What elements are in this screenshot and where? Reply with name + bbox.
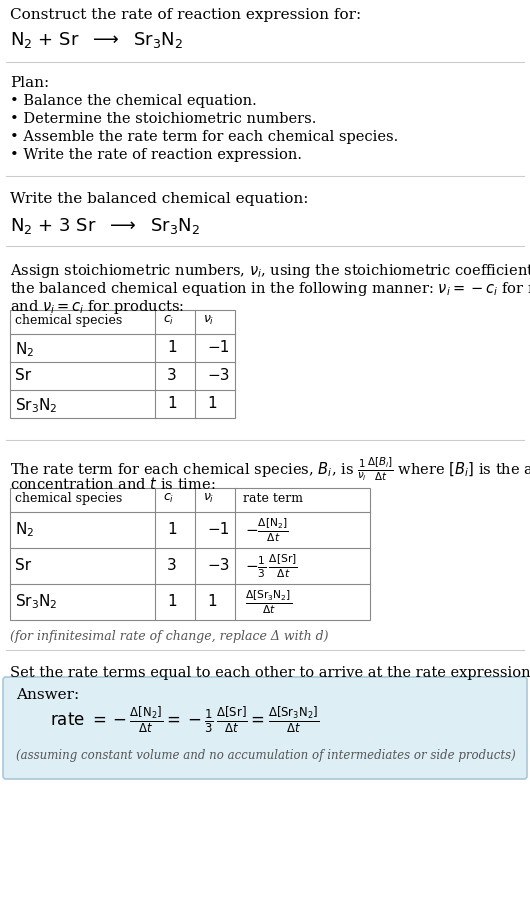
Text: 3: 3 (167, 368, 176, 383)
Text: Write the balanced chemical equation:: Write the balanced chemical equation: (10, 192, 308, 206)
Text: 1: 1 (167, 396, 176, 411)
Text: the balanced chemical equation in the following manner: $\nu_i = -c_i$ for react: the balanced chemical equation in the fo… (10, 280, 530, 298)
Text: • Balance the chemical equation.: • Balance the chemical equation. (10, 94, 257, 108)
Text: Assign stoichiometric numbers, $\nu_i$, using the stoichiometric coefficients, $: Assign stoichiometric numbers, $\nu_i$, … (10, 262, 530, 280)
Text: $\mathrm{N_2}$ + 3 Sr  $\longrightarrow$  $\mathrm{Sr_3N_2}$: $\mathrm{N_2}$ + 3 Sr $\longrightarrow$ … (10, 216, 200, 236)
Text: $\mathrm{N_2}$ + Sr  $\longrightarrow$  $\mathrm{Sr_3N_2}$: $\mathrm{N_2}$ + Sr $\longrightarrow$ $\… (10, 30, 183, 50)
Text: and $\nu_i = c_i$ for products:: and $\nu_i = c_i$ for products: (10, 298, 184, 316)
Text: −1: −1 (207, 340, 229, 355)
Text: $\nu_i$: $\nu_i$ (203, 314, 214, 327)
Text: 1: 1 (207, 396, 217, 411)
Text: concentration and $t$ is time:: concentration and $t$ is time: (10, 476, 216, 492)
Bar (10, 488, 370, 620)
Text: 1: 1 (167, 595, 176, 609)
Text: Sr: Sr (15, 558, 31, 574)
Text: chemical species: chemical species (15, 492, 122, 505)
Text: $\mathrm{N_2}$: $\mathrm{N_2}$ (15, 520, 34, 539)
Text: 1: 1 (207, 595, 217, 609)
Text: −3: −3 (207, 368, 229, 383)
Text: 3: 3 (167, 558, 176, 574)
Text: • Assemble the rate term for each chemical species.: • Assemble the rate term for each chemic… (10, 130, 398, 144)
Bar (10, 310, 235, 418)
Text: (assuming constant volume and no accumulation of intermediates or side products): (assuming constant volume and no accumul… (16, 749, 516, 762)
Text: rate $= -\frac{\Delta[\mathrm{N_2}]}{\Delta t} = -\frac{1}{3}\,\frac{\Delta[\mat: rate $= -\frac{\Delta[\mathrm{N_2}]}{\De… (50, 705, 319, 735)
Text: chemical species: chemical species (15, 314, 122, 327)
Text: (for infinitesimal rate of change, replace Δ with d): (for infinitesimal rate of change, repla… (10, 630, 329, 643)
Text: Plan:: Plan: (10, 76, 49, 90)
Text: $\frac{\Delta[\mathrm{Sr_3N_2}]}{\Delta t}$: $\frac{\Delta[\mathrm{Sr_3N_2}]}{\Delta … (245, 588, 292, 616)
Text: 1: 1 (167, 340, 176, 355)
Text: $-\frac{\Delta[\mathrm{N_2}]}{\Delta t}$: $-\frac{\Delta[\mathrm{N_2}]}{\Delta t}$ (245, 516, 288, 544)
Text: −1: −1 (207, 522, 229, 538)
Text: $\mathrm{Sr_3N_2}$: $\mathrm{Sr_3N_2}$ (15, 396, 58, 415)
FancyBboxPatch shape (3, 677, 527, 779)
Text: $\mathrm{Sr_3N_2}$: $\mathrm{Sr_3N_2}$ (15, 593, 58, 611)
Text: $c_i$: $c_i$ (163, 314, 174, 327)
Text: −3: −3 (207, 558, 229, 574)
Text: Construct the rate of reaction expression for:: Construct the rate of reaction expressio… (10, 8, 361, 22)
Text: Sr: Sr (15, 368, 31, 383)
Text: $\nu_i$: $\nu_i$ (203, 492, 214, 505)
Text: $\mathrm{N_2}$: $\mathrm{N_2}$ (15, 340, 34, 359)
Text: • Write the rate of reaction expression.: • Write the rate of reaction expression. (10, 148, 302, 162)
Text: Answer:: Answer: (16, 688, 80, 702)
Text: rate term: rate term (243, 492, 303, 505)
Text: $-\frac{1}{3}\,\frac{\Delta[\mathrm{Sr}]}{\Delta t}$: $-\frac{1}{3}\,\frac{\Delta[\mathrm{Sr}]… (245, 552, 298, 580)
Text: Set the rate terms equal to each other to arrive at the rate expression:: Set the rate terms equal to each other t… (10, 666, 530, 680)
Text: • Determine the stoichiometric numbers.: • Determine the stoichiometric numbers. (10, 112, 316, 126)
Text: The rate term for each chemical species, $B_i$, is $\frac{1}{\nu_i}\frac{\Delta[: The rate term for each chemical species,… (10, 456, 530, 483)
Text: $c_i$: $c_i$ (163, 492, 174, 505)
Text: 1: 1 (167, 522, 176, 538)
